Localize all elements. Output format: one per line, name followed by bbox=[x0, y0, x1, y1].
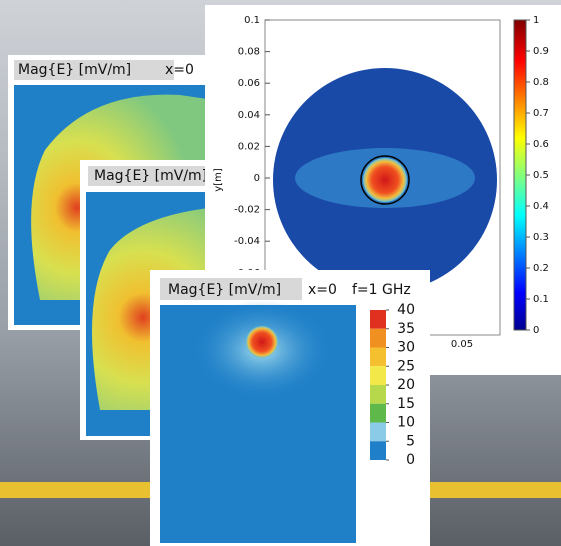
colorbar-tick-label: 0.2 bbox=[533, 263, 549, 274]
x-tick-label: 0.05 bbox=[451, 339, 473, 350]
colorbar-tick-label: 35 bbox=[397, 321, 415, 337]
y-tick-label: 0.06 bbox=[238, 78, 260, 89]
colorbar-tick-label: 20 bbox=[397, 377, 415, 393]
colorbar-tick-label: 0.3 bbox=[533, 232, 549, 243]
y-tick-label: 0.02 bbox=[238, 141, 260, 152]
panel-label: x=0 bbox=[308, 282, 337, 298]
panel-title: Mag{E} [mV/m] bbox=[94, 168, 207, 184]
colorbar-block bbox=[370, 423, 386, 442]
colorbar-tick-label: 30 bbox=[397, 340, 415, 356]
colorbar-block bbox=[370, 310, 386, 329]
panel: Mag{E} [mV/m] x=0 f=1 GHz 40 35 30 25 20 15 10… bbox=[150, 270, 430, 546]
colorbar-tick-label: 0.7 bbox=[533, 108, 549, 119]
colorbar-tick-label: 5 bbox=[406, 433, 415, 449]
y-label: y[m] bbox=[213, 168, 224, 192]
colorbar-tick-label: 0.6 bbox=[533, 139, 549, 150]
colorbar-block bbox=[370, 329, 386, 348]
y-tick-label: 0.04 bbox=[238, 110, 260, 121]
colorbar-tick-label: 1 bbox=[533, 15, 539, 26]
colorbar-tick-label: 0.9 bbox=[533, 46, 549, 57]
panel-label: x=0 bbox=[165, 62, 194, 78]
screenshot-collage: Mag{E} [mV/m] x=0 Mag{E} [mV/m] y[m] 0.0… bbox=[0, 0, 561, 546]
y-tick-label: -0.04 bbox=[234, 236, 260, 247]
colorbar-block bbox=[370, 441, 386, 460]
y-tick-label: -0.02 bbox=[234, 205, 260, 216]
colorbar-tick-label: 0.4 bbox=[533, 201, 549, 212]
hot-spot bbox=[246, 326, 278, 358]
colorbar-tick-label: 10 bbox=[397, 415, 415, 431]
colorbar-tick-label: 40 bbox=[397, 302, 415, 318]
y-tick-label: 0.1 bbox=[244, 15, 260, 26]
colorbar-tick-label: 25 bbox=[397, 358, 415, 374]
panel-title: Mag{E} [mV/m] bbox=[168, 282, 281, 298]
y-tick-label: 0.08 bbox=[238, 47, 260, 58]
colorbar bbox=[514, 20, 526, 330]
colorbar-tick-label: 0 bbox=[406, 452, 415, 468]
colorbar-tick-label: 0.5 bbox=[533, 170, 549, 181]
colorbar-block bbox=[370, 404, 386, 423]
colorbar-tick-label: 15 bbox=[397, 396, 415, 412]
colorbar-block bbox=[370, 385, 386, 404]
colorbar-tick-label: 0 bbox=[533, 325, 539, 336]
colorbar-block bbox=[370, 366, 386, 385]
colorbar-block bbox=[370, 348, 386, 367]
colorbar-tick-label: 0.1 bbox=[533, 294, 549, 305]
frequency-label: f=1 GHz bbox=[352, 282, 411, 298]
panel-title: Mag{E} [mV/m] bbox=[18, 62, 131, 78]
y-tick-label: 0 bbox=[254, 173, 260, 184]
colorbar-tick-label: 0.8 bbox=[533, 77, 549, 88]
hot-spot bbox=[363, 158, 407, 202]
